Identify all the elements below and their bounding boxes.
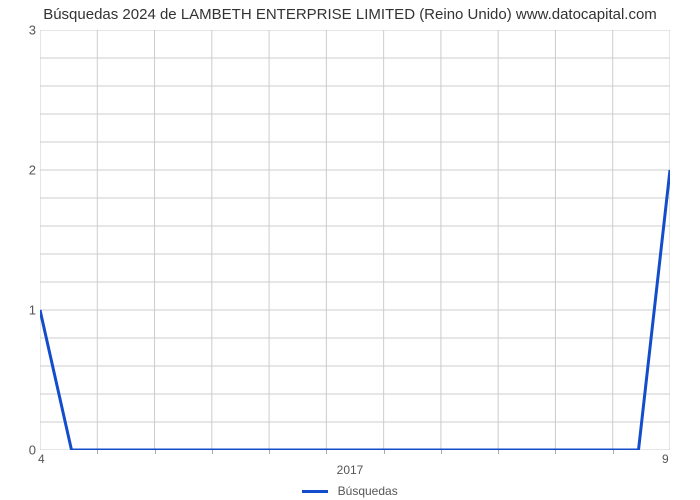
y-tick-label: 3 <box>6 23 36 38</box>
x-tick-mark <box>613 450 614 454</box>
chart-container: Búsquedas 2024 de LAMBETH ENTERPRISE LIM… <box>0 0 700 500</box>
x-tick-mark <box>555 450 556 454</box>
chart-svg <box>40 30 670 450</box>
y-tick-label: 1 <box>6 303 36 318</box>
x-tick-mark <box>441 450 442 454</box>
y-tick-label: 0 <box>6 443 36 458</box>
plot-area <box>40 30 670 450</box>
x-tick-mark <box>269 450 270 454</box>
x-tick-mark <box>326 450 327 454</box>
x-tick-mark <box>384 450 385 454</box>
legend-label: Búsquedas <box>338 484 398 498</box>
x-tick-mark <box>212 450 213 454</box>
x-tick-mark <box>498 450 499 454</box>
x-axis-year-label: 2017 <box>0 463 700 477</box>
x-tick-mark <box>97 450 98 454</box>
y-tick-label: 2 <box>6 163 36 178</box>
legend: Búsquedas <box>0 484 700 498</box>
legend-swatch <box>302 490 328 493</box>
x-tick-mark <box>155 450 156 454</box>
chart-title: Búsquedas 2024 de LAMBETH ENTERPRISE LIM… <box>0 0 700 27</box>
